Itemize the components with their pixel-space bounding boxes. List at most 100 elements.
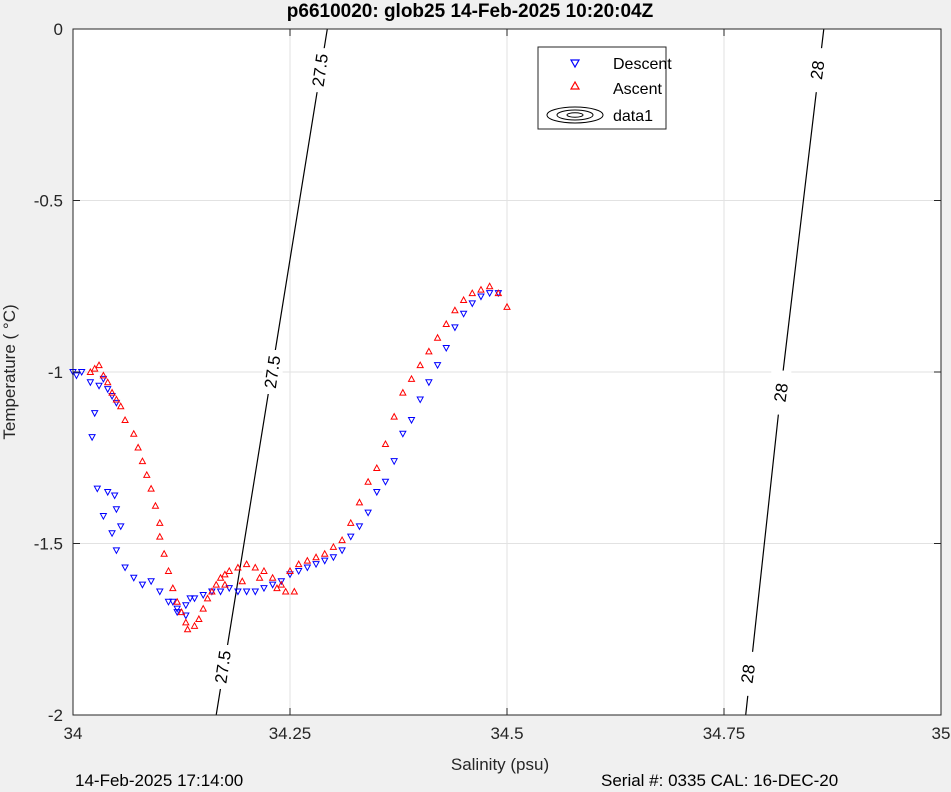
ascent-point	[160, 549, 168, 557]
ascent-point	[181, 618, 190, 626]
descent-point	[129, 574, 138, 582]
ascent-point	[212, 580, 221, 588]
descent-point	[121, 564, 129, 572]
descent-point	[303, 564, 312, 572]
contour-label-bg	[807, 48, 828, 93]
descent-point	[147, 578, 155, 586]
legend-data1-label: data1	[613, 108, 653, 125]
ascent-point	[273, 584, 281, 592]
chart-title: p6610020: glob25 14-Feb-2025 10:20:04Z	[287, 1, 654, 22]
descent-point	[294, 567, 303, 575]
ascent-point	[95, 361, 103, 369]
descent-point	[320, 557, 329, 565]
descent-point	[442, 344, 451, 353]
descent-point	[225, 585, 234, 593]
ascent-point	[216, 573, 225, 581]
descent-point	[99, 513, 108, 521]
descent-point	[164, 598, 173, 606]
ascent-point	[312, 553, 320, 561]
descent-point	[216, 588, 225, 596]
ascent-point	[183, 625, 192, 633]
ascent-point	[494, 289, 503, 297]
ascent-point	[134, 443, 142, 451]
ascent-point	[147, 484, 155, 492]
ascent-point	[242, 560, 251, 568]
legend: Descent Ascent data1	[537, 46, 672, 130]
descent-point	[312, 561, 320, 569]
contour-label: 27.5	[211, 649, 234, 684]
ascent-point	[99, 371, 108, 379]
ascent-point	[90, 364, 99, 372]
ascent-point	[425, 347, 433, 355]
ascent-point	[103, 378, 112, 386]
ascent-point	[442, 319, 451, 327]
ascent-point	[177, 608, 186, 616]
ascent-point	[303, 556, 312, 564]
descent-point	[390, 458, 399, 466]
descent-point	[112, 399, 121, 407]
ascent-point	[390, 412, 399, 420]
grid	[73, 29, 941, 715]
legend-descent-marker	[569, 59, 581, 69]
ascent-point	[221, 570, 229, 578]
descent-point	[93, 485, 102, 493]
legend-contour-icon	[546, 106, 604, 124]
legend-ascent-label: Ascent	[613, 81, 662, 98]
legend-descent-label: Descent	[613, 56, 672, 73]
y-tick-label: -1.5	[34, 535, 63, 554]
y-axis-label: Temperature ( °C)	[0, 304, 19, 439]
descent-point	[433, 362, 442, 370]
descent-point	[416, 396, 425, 404]
ascent-point	[221, 580, 229, 588]
ascent-point	[459, 295, 468, 303]
ascent-point	[433, 333, 442, 341]
descent-point	[242, 588, 251, 596]
ascent-point	[225, 566, 234, 574]
ascent-point	[112, 395, 121, 403]
ascent-point	[286, 566, 294, 574]
ascent-point	[381, 439, 390, 448]
ascent-point	[116, 402, 125, 410]
ascent-point	[281, 587, 290, 595]
descent-point	[77, 369, 86, 377]
descent-point	[186, 595, 195, 603]
descent-point	[251, 588, 260, 596]
descent-point	[108, 530, 116, 538]
x-axis-ticks: 34 34.25 34.5 34.75 35	[64, 29, 950, 743]
ascent-point	[251, 563, 260, 571]
descent-point	[110, 492, 119, 500]
descent-point	[86, 379, 95, 387]
ascent-point	[338, 536, 346, 544]
descent-point	[103, 489, 112, 497]
ascent-point	[277, 580, 286, 588]
ascent-point	[255, 573, 264, 581]
y-tick-label: -2	[48, 706, 63, 725]
y-tick-label: -0.5	[34, 192, 63, 211]
contour-label: 27.5	[261, 354, 284, 389]
y-tick-label: -1	[48, 363, 63, 382]
descent-point	[364, 509, 372, 517]
ascent-point	[364, 477, 372, 485]
descent-point	[72, 372, 81, 380]
descent-point	[338, 547, 346, 555]
descent-point	[468, 300, 477, 308]
contour-labels: 27.5 27.5 27.5 28 28 28	[211, 48, 828, 696]
legend-box	[537, 46, 667, 130]
descent-point	[199, 591, 208, 599]
ascent-point	[142, 470, 151, 478]
descent-point	[277, 578, 286, 586]
descent-point	[329, 554, 338, 562]
ascent-point	[129, 429, 138, 437]
descent-point	[190, 595, 199, 603]
ascent-point	[260, 566, 268, 574]
ascent-point	[238, 577, 247, 585]
ascent-point	[234, 563, 242, 571]
ascent-point	[195, 614, 203, 622]
contour-label: 28	[771, 382, 792, 403]
ascent-point	[503, 302, 511, 310]
descent-point	[381, 478, 390, 486]
descent-point	[407, 417, 416, 425]
x-tick-label: 34	[64, 724, 83, 743]
descent-point	[99, 375, 108, 383]
descent-point	[355, 523, 364, 531]
